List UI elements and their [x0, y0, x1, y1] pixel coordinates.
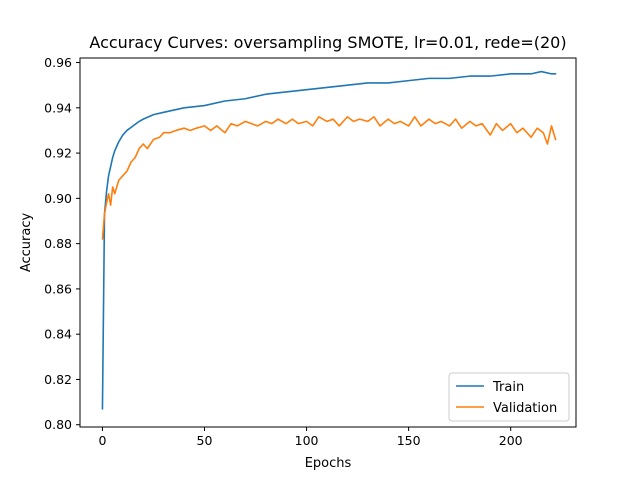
legend-validation-label: Validation [493, 401, 557, 416]
y-tick-label: 0.94 [44, 100, 72, 115]
y-tick-label: 0.92 [44, 146, 72, 161]
y-tick-label: 0.90 [44, 191, 72, 206]
y-axis-ticks: 0.80 0.82 0.84 0.86 0.88 0.90 0.92 0.94 0.96 [44, 55, 80, 432]
plot-frame [79, 57, 577, 428]
series-layer [101, 70, 557, 410]
y-axis-label: Accuracy [19, 213, 34, 273]
x-axis-label: Epochs [305, 456, 352, 471]
y-tick-label: 0.84 [44, 327, 72, 342]
train-series-line [101, 70, 557, 410]
x-axis-ticks: 0 50 100 150 200 [98, 427, 523, 448]
x-tick-label: 50 [197, 433, 213, 448]
validation-series-line [101, 116, 557, 240]
y-tick-label: 0.82 [44, 372, 72, 387]
chart-title: Accuracy Curves: oversampling SMOTE, lr=… [89, 33, 566, 52]
y-tick-label: 0.86 [44, 281, 72, 296]
x-tick-label: 200 [499, 433, 523, 448]
legend-box [448, 372, 570, 422]
y-tick-label: 0.88 [44, 236, 72, 251]
x-tick-label: 150 [397, 433, 421, 448]
y-tick-label: 0.96 [44, 55, 72, 70]
legend-train-label: Train [492, 380, 524, 395]
y-tick-label: 0.80 [44, 417, 72, 432]
plot-area [79, 57, 577, 428]
x-tick-label: 0 [98, 433, 106, 448]
legend: Train Validation [448, 372, 570, 422]
x-tick-label: 100 [295, 433, 319, 448]
